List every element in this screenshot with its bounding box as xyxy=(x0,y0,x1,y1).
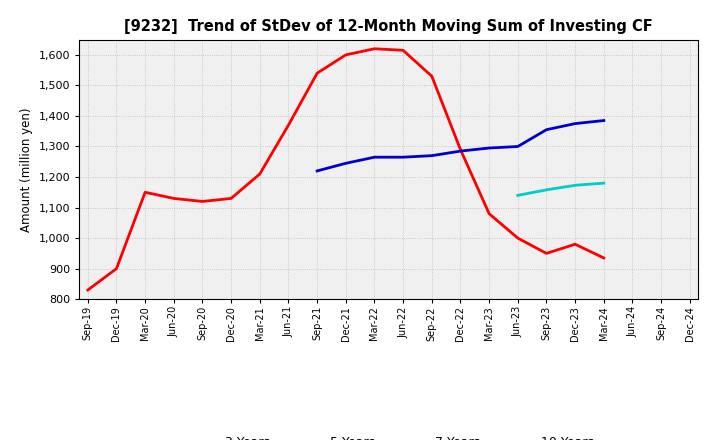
Title: [9232]  Trend of StDev of 12-Month Moving Sum of Investing CF: [9232] Trend of StDev of 12-Month Moving… xyxy=(125,19,653,34)
Y-axis label: Amount (million yen): Amount (million yen) xyxy=(20,107,33,231)
Legend: 3 Years, 5 Years, 7 Years, 10 Years: 3 Years, 5 Years, 7 Years, 10 Years xyxy=(179,431,598,440)
